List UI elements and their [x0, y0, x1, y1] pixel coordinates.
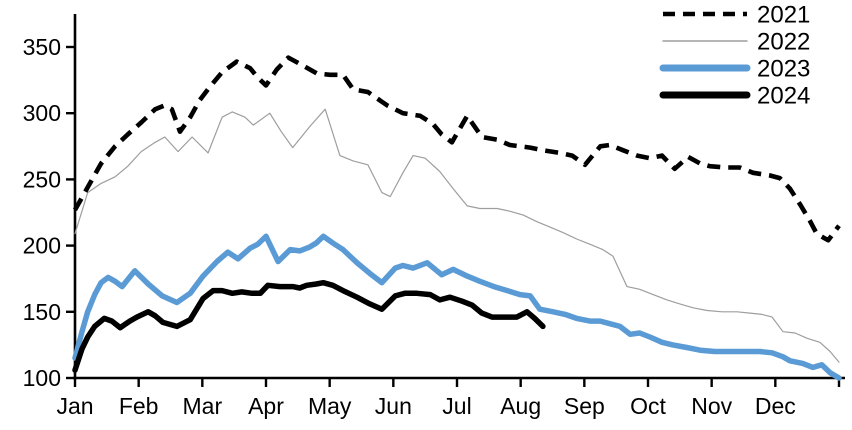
x-tick-label: Oct [630, 393, 666, 419]
y-tick-label: 150 [23, 299, 61, 325]
legend-item-2021: 2021 [663, 2, 810, 29]
x-tick-label: Jun [375, 393, 412, 419]
x-tick-label: Feb [119, 393, 159, 419]
y-tick-label: 200 [23, 233, 61, 259]
series-2024-line [72, 279, 546, 373]
legend-item-2024: 2024 [659, 83, 810, 110]
x-tick-label: Sep [564, 393, 605, 419]
legend-label-2021: 2021 [757, 2, 810, 29]
legend-item-2023: 2023 [659, 56, 810, 83]
y-tick-label: 250 [23, 166, 61, 192]
x-tick-label: Mar [183, 393, 223, 419]
x-tick-label: Aug [500, 393, 541, 419]
series-2022-line [74, 108, 840, 363]
legend-label-2022: 2022 [757, 29, 810, 56]
x-tick-label: Dec [755, 393, 796, 419]
x-tick-label: May [308, 393, 352, 419]
x-tick-label: Nov [691, 393, 732, 419]
legend-item-2022: 2022 [662, 29, 810, 56]
series-2023-line [72, 233, 842, 381]
x-tick-label: Jul [442, 393, 471, 419]
y-tick-label: 350 [23, 34, 61, 60]
y-tick-label: 300 [23, 100, 61, 126]
series-2021-line [72, 55, 841, 243]
legend-label-2023: 2023 [757, 56, 810, 83]
x-tick-label: Jan [56, 393, 93, 419]
x-tick-label: Apr [248, 393, 284, 419]
y-tick-label: 100 [23, 365, 61, 391]
legend-label-2024: 2024 [757, 83, 810, 110]
